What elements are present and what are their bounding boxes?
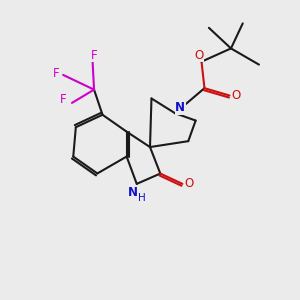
Text: F: F [53,67,60,80]
Text: O: O [231,89,241,102]
Text: O: O [194,49,203,62]
Text: H: H [138,193,146,203]
Text: O: O [184,177,194,190]
Text: F: F [60,93,67,106]
Text: N: N [175,101,185,114]
Text: F: F [91,49,98,62]
Text: N: N [128,186,138,199]
